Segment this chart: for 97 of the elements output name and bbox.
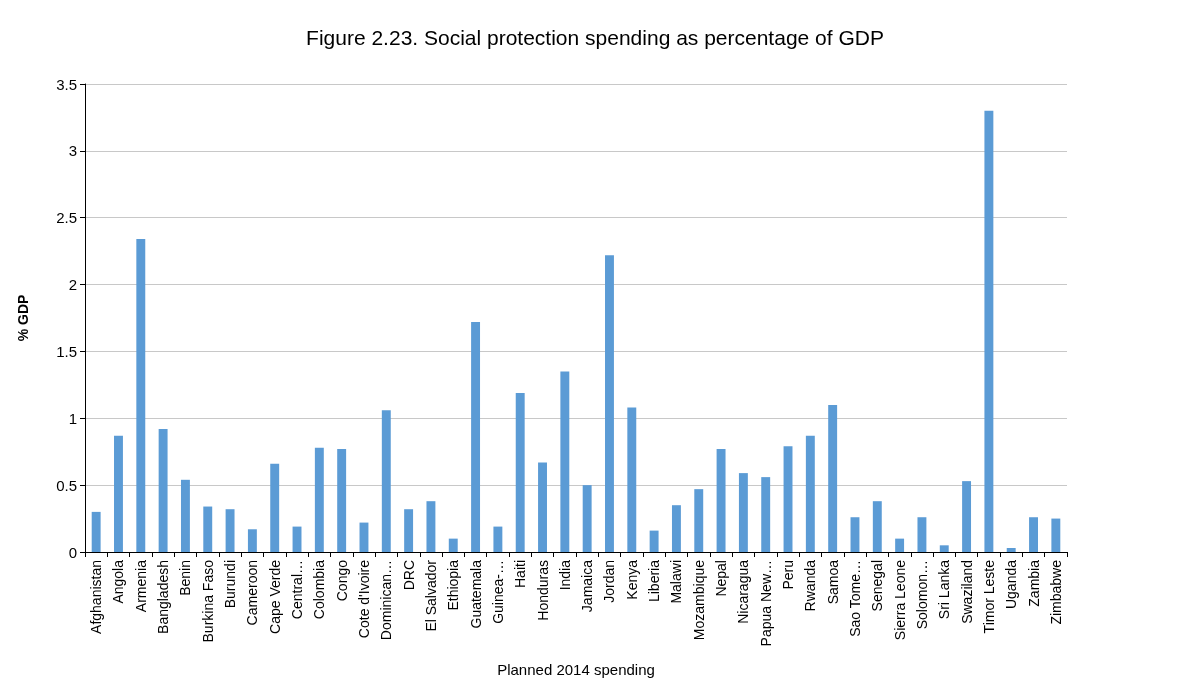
x-tick-label: Cape Verde: [266, 559, 283, 634]
y-tick-label: 3: [68, 142, 77, 160]
x-tick-label: Uganda: [1003, 559, 1020, 610]
x-tick-label: Zambia: [1025, 559, 1042, 607]
y-axis-title: % GDP: [15, 294, 31, 342]
x-tick-label: Peru: [780, 560, 797, 590]
x-tick-label: El Salvador: [422, 559, 439, 632]
y-tick-label: 0.5: [56, 476, 77, 494]
y-tick-label: 1: [68, 409, 77, 427]
bar: [694, 489, 704, 552]
x-tick-label: Cameroon: [244, 560, 261, 626]
x-tick-label: Samoa: [824, 559, 841, 605]
bar: [1051, 518, 1061, 552]
bar: [180, 479, 190, 552]
bar: [158, 428, 168, 552]
bar: [404, 509, 414, 552]
bar: [270, 463, 280, 552]
bar: [203, 506, 213, 552]
x-tick-label: Burkina Faso: [199, 559, 216, 643]
bar: [783, 446, 793, 552]
bar: [984, 110, 994, 552]
x-tick-label: Benin: [177, 560, 194, 596]
x-tick-label: Armenia: [132, 559, 149, 613]
bar: [962, 481, 972, 552]
bar: [939, 545, 949, 552]
bar: [738, 473, 748, 552]
x-tick-label: Kenya: [623, 559, 640, 600]
y-tick-label: 2: [68, 276, 77, 294]
x-tick-label: Guinea-…: [489, 560, 506, 624]
x-tick-label: Sri Lanka: [936, 559, 953, 620]
bar: [560, 371, 570, 552]
x-tick-label: India: [556, 559, 573, 591]
x-tick-label: Mozambique: [690, 559, 707, 641]
bar: [895, 538, 905, 552]
y-tick-label: 1.5: [56, 342, 77, 360]
bar: [515, 392, 525, 552]
x-tick-label: Solomon…: [913, 560, 930, 630]
bar: [136, 239, 146, 552]
chart-title: Figure 2.23. Social protection spending as percentage of GDP: [306, 26, 884, 49]
bar: [872, 501, 882, 552]
bar: [493, 526, 503, 552]
x-tick-label: Angola: [110, 559, 127, 604]
bar: [805, 435, 815, 552]
x-tick-label: Sierra Leone: [891, 559, 908, 641]
bar: [314, 447, 324, 552]
x-tick-label: Sao Tome…: [846, 560, 863, 637]
x-tick-label: Papua New…: [757, 560, 774, 647]
bar: [761, 477, 771, 552]
x-tick-label: Ethiopia: [445, 559, 462, 611]
x-tick-label: Timor Leste: [980, 559, 997, 634]
y-tick-label: 3.5: [56, 75, 77, 93]
x-tick-label: Senegal: [869, 560, 886, 612]
bar: [1006, 547, 1016, 552]
x-tick-label: Jordan: [601, 560, 618, 603]
bar: [91, 511, 101, 552]
x-tick-label: Congo: [333, 559, 350, 602]
x-tick-label: Colombia: [311, 559, 328, 620]
bar: [582, 485, 592, 552]
x-tick-label: Rwanda: [802, 559, 819, 612]
x-tick-label: Dominican…: [378, 560, 395, 641]
x-tick-label: Zimbabwe: [1047, 559, 1064, 625]
x-tick-label: Jamaica: [579, 559, 596, 613]
bar: [917, 517, 927, 552]
bar: [471, 322, 481, 552]
x-tick-label: DRC: [400, 560, 417, 591]
x-tick-label: Nicaragua: [735, 559, 752, 624]
bar: [1029, 517, 1038, 552]
bar: [605, 255, 614, 552]
x-tick-label: Liberia: [646, 559, 663, 603]
bar: [538, 462, 547, 552]
bar: [225, 509, 235, 552]
bar: [426, 501, 436, 552]
bar: [448, 538, 458, 552]
x-tick-label: Afghanistan: [88, 560, 105, 634]
x-tick-label: Central…: [289, 560, 306, 620]
x-tick-label: Cote d'Ivoire: [355, 559, 372, 639]
x-tick-label: Swaziland: [958, 560, 975, 624]
x-axis-title: Planned 2014 spending: [497, 661, 655, 678]
x-tick-label: Malawi: [668, 560, 685, 604]
x-tick-label: Honduras: [534, 560, 551, 621]
y-tick-label: 0: [68, 543, 77, 561]
x-tick-label: Guatemala: [467, 559, 484, 629]
bar: [247, 529, 257, 552]
bar: [828, 404, 838, 552]
x-tick-label: Bangladesh: [155, 560, 172, 634]
bar: [337, 449, 347, 552]
bar: [671, 505, 681, 552]
bar: [850, 517, 860, 552]
x-tick-label: Nepal: [713, 560, 730, 597]
bar: [381, 410, 391, 552]
x-tick-label: Burundi: [222, 560, 239, 609]
x-tick-label: Haiti: [512, 560, 529, 589]
bar: [649, 530, 659, 552]
bar: [716, 449, 726, 552]
bar: [114, 435, 123, 552]
bar: [627, 407, 637, 552]
y-tick-label: 2.5: [56, 209, 77, 227]
